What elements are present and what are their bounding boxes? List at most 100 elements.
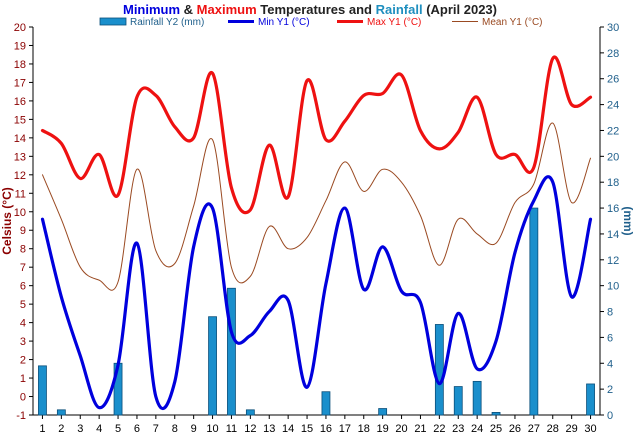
y2-tick-label: 16 <box>607 203 619 215</box>
title-part-3: Temperatures and <box>257 2 376 17</box>
y-tick-label: 8 <box>20 244 26 256</box>
x-tick-label: 12 <box>244 423 256 435</box>
y-tick-label: 7 <box>20 262 26 274</box>
rain-bar <box>227 287 236 416</box>
x-tick-label: 18 <box>358 423 370 435</box>
x-tick-label: 1 <box>39 423 45 435</box>
series-line-min <box>40 175 593 411</box>
rain-bar <box>378 408 388 416</box>
y-tick-label: 1 <box>20 373 26 385</box>
y-tick-label: 18 <box>14 59 26 71</box>
y2-tick-label: 0 <box>607 410 613 422</box>
y-tick-label: 9 <box>20 225 26 237</box>
rain-bar <box>208 316 217 416</box>
y2-tick-label: 14 <box>607 229 619 241</box>
x-tick-label: 7 <box>153 423 159 435</box>
title-part-5: (April 2023) <box>423 2 497 17</box>
x-tick-label: 21 <box>414 423 426 435</box>
y-tick-label: 4 <box>20 318 26 330</box>
y-tick-label: 10 <box>14 207 26 219</box>
x-tick-label: 22 <box>433 423 445 435</box>
series-line-max <box>40 55 593 215</box>
x-tick-label: 27 <box>528 423 540 435</box>
rain-bar <box>38 365 47 416</box>
x-tick-label: 28 <box>547 423 559 435</box>
rain-bar <box>529 207 539 416</box>
rain-bar <box>245 409 255 416</box>
rain-bar <box>56 409 66 416</box>
x-tick-label: 8 <box>172 423 178 435</box>
axes: -101234567891011121314151617181920024681… <box>0 22 635 435</box>
y-tick-label: 11 <box>15 188 26 200</box>
y2-tick-label: 26 <box>607 74 619 86</box>
y-tick-label: -1 <box>16 410 26 422</box>
y2-tick-label: 2 <box>607 384 613 396</box>
series-line-mean <box>42 122 591 291</box>
y-axis-title: Celsius (°C) <box>0 187 14 254</box>
x-tick-label: 3 <box>77 423 83 435</box>
x-tick-label: 10 <box>206 423 218 435</box>
y2-tick-label: 22 <box>607 125 619 137</box>
x-tick-label: 9 <box>191 423 197 435</box>
x-tick-label: 26 <box>509 423 521 435</box>
y2-tick-label: 10 <box>607 281 619 293</box>
x-tick-label: 4 <box>96 423 102 435</box>
x-tick-label: 14 <box>282 423 294 435</box>
chart-title: Minimum & Maximum Temperatures and Rainf… <box>123 2 497 17</box>
x-tick-label: 20 <box>395 423 407 435</box>
legend-label: Min Y1 (°C) <box>258 17 310 28</box>
x-tick-label: 25 <box>490 423 502 435</box>
legend-label: Mean Y1 (°C) <box>482 17 543 28</box>
rain-bar <box>491 412 501 416</box>
y2-tick-label: 30 <box>607 22 619 34</box>
x-tick-label: 17 <box>339 423 351 435</box>
rain-bar <box>321 391 331 416</box>
y-tick-label: 5 <box>20 299 26 311</box>
title-part-2: Maximum <box>197 2 257 17</box>
y-tick-label: 16 <box>14 96 26 108</box>
y2-tick-label: 6 <box>607 332 613 344</box>
y2-tick-label: 4 <box>607 358 613 370</box>
y-tick-label: 15 <box>14 114 26 126</box>
y-tick-label: 17 <box>14 77 26 89</box>
y2-tick-label: 12 <box>607 255 619 267</box>
x-tick-label: 23 <box>452 423 464 435</box>
rain-bar <box>586 383 595 416</box>
x-tick-label: 19 <box>377 423 389 435</box>
y2-tick-label: 24 <box>607 100 619 112</box>
x-tick-label: 30 <box>584 423 596 435</box>
y-tick-label: 19 <box>14 40 26 52</box>
y2-axis-title: (mm) <box>621 206 635 235</box>
rainfall-bars <box>38 207 595 416</box>
x-tick-label: 6 <box>134 423 140 435</box>
y2-tick-label: 18 <box>607 177 619 189</box>
x-tick-label: 13 <box>263 423 275 435</box>
y-tick-label: 3 <box>20 336 26 348</box>
y-tick-label: 12 <box>14 170 26 182</box>
y-tick-label: 2 <box>20 355 26 367</box>
title-part-1: & <box>180 2 197 17</box>
y-tick-label: 0 <box>20 392 26 404</box>
title-part-0: Minimum <box>123 2 180 17</box>
y-tick-label: 6 <box>20 281 26 293</box>
legend-label: Rainfall Y2 (mm) <box>130 17 204 28</box>
x-tick-label: 16 <box>320 423 332 435</box>
rain-bar <box>453 386 463 416</box>
legend: Rainfall Y2 (mm) Min Y1 (°C) Max Y1 (°C) Me… <box>99 17 543 28</box>
title-part-4: Rainfall <box>376 2 423 17</box>
x-tick-label: 15 <box>301 423 313 435</box>
y-tick-label: 13 <box>14 151 26 163</box>
y2-tick-label: 28 <box>607 48 619 60</box>
rain-bar <box>472 380 482 416</box>
x-tick-label: 29 <box>566 423 578 435</box>
temperature-lines <box>40 55 593 411</box>
legend-swatch-rain <box>99 17 127 26</box>
x-tick-label: 24 <box>471 423 483 435</box>
y-tick-label: 20 <box>14 22 26 34</box>
rain-bar <box>434 324 444 416</box>
y2-tick-label: 8 <box>607 307 613 319</box>
legend-label: Max Y1 (°C) <box>367 17 421 28</box>
y2-tick-label: 20 <box>607 151 619 163</box>
